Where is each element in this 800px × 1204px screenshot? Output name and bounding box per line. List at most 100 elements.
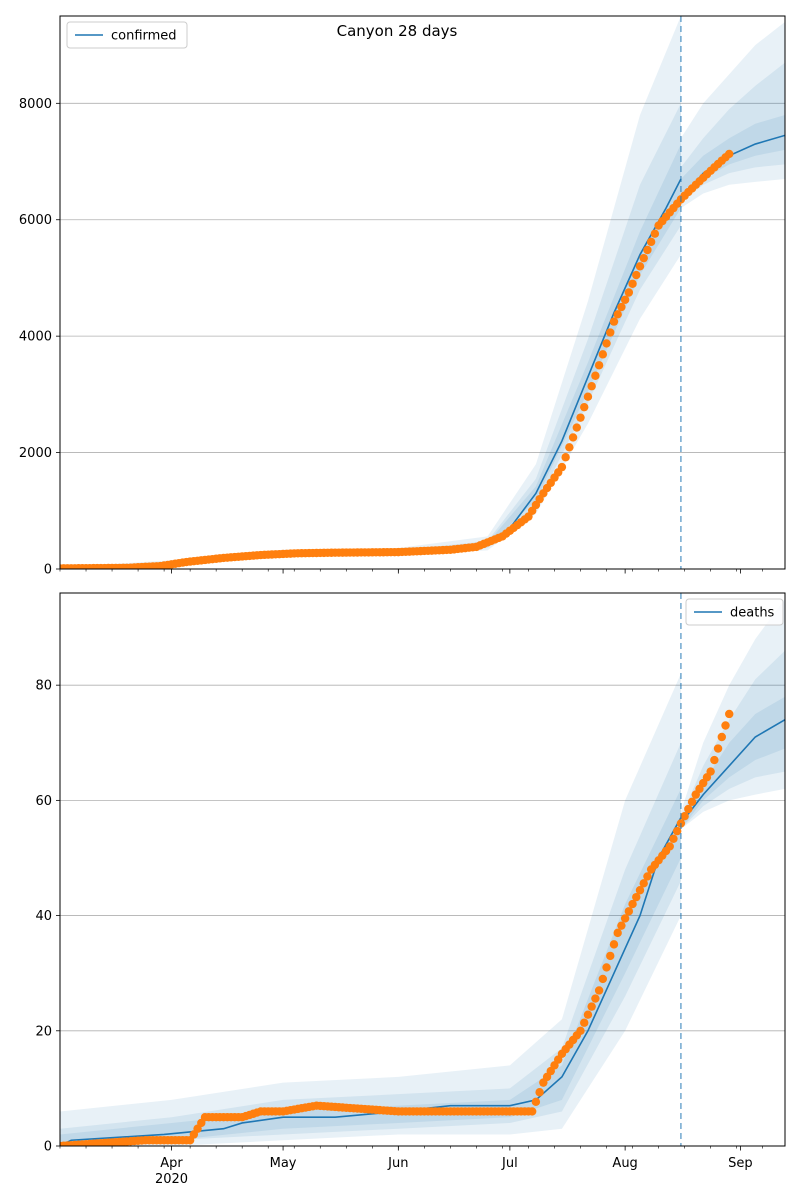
legend-box [685,598,784,626]
y-tick-label: 0 [44,563,52,578]
x-tick-label: Jul [501,1156,518,1171]
axes-frame [59,15,786,570]
legend-label: deaths [730,606,775,621]
y-tick-label: 60 [35,794,52,809]
observed-point [643,245,652,255]
observed-point [587,1002,596,1011]
y-tick-label: 8000 [19,97,52,112]
observed-point [606,328,615,337]
model-line [60,817,682,1146]
observed-point [646,237,656,247]
observed-point [628,899,637,909]
observed-point [580,1018,589,1027]
x-tick-label: Apr [160,1156,183,1171]
observed-point [561,453,570,462]
observed-point [725,709,734,719]
y-tick-label: 80 [35,679,52,694]
observed-point [598,974,608,984]
observed-point [620,295,630,304]
observed-point [598,350,608,359]
observed-point [576,413,585,422]
observed-point [639,879,648,888]
observed-point [632,892,641,902]
observed-point [580,402,589,412]
observed-point [721,721,730,730]
observed-point [587,382,596,391]
x-tick-sublabel: 2020 [155,1172,188,1187]
observed-point [717,732,726,742]
uncertainty-band [680,21,785,209]
uncertainty-band [680,114,785,200]
observed-point [620,914,630,923]
y-tick-label: 2000 [19,446,52,461]
legend-box [66,21,188,49]
observed-point [650,229,660,238]
observed-point [527,1107,537,1116]
observed-point [643,872,652,881]
observed-point [602,963,611,972]
observed-point [617,921,626,930]
observed-point [684,804,693,814]
plot-area [60,598,785,1146]
observed-point [613,928,622,938]
observed-points [60,709,734,1146]
observed-point [635,886,645,895]
y-tick-label: 4000 [19,330,52,345]
observed-point [613,310,622,319]
axes-frame [59,592,786,1147]
observed-point [591,994,600,1003]
observed-point [609,940,619,949]
uncertainty-band [60,16,681,569]
observed-point [687,797,697,807]
y-tick-label: 6000 [19,213,52,228]
observed-point [632,270,641,280]
legend: deaths [685,598,784,626]
observed-point [609,317,619,326]
observed-point [576,1026,585,1035]
observed-point [624,288,634,297]
observed-point [665,842,674,851]
observed-point [583,392,593,401]
observed-point [624,907,634,916]
observed-point [557,462,567,472]
observed-point [713,744,723,753]
observed-point [706,767,715,776]
legend: confirmed [66,21,188,49]
observed-point [710,755,719,765]
x-tick-label: Sep [728,1156,753,1171]
observed-point [669,834,678,843]
observed-point [602,339,611,348]
observed-point [617,302,626,312]
uncertainty-band [680,696,785,830]
model-line [680,719,785,824]
observed-point [606,951,615,961]
observed-point [635,262,645,271]
observed-point [639,253,648,263]
uncertainty-band [680,62,785,203]
observed-points [60,149,734,569]
observed-point [583,1010,593,1019]
observed-point [594,986,604,995]
observed-point [725,149,734,159]
observed-point [565,443,574,452]
observed-point [568,433,578,442]
uncertainty-band [60,673,681,1146]
observed-point [591,371,600,380]
observed-point [594,361,604,370]
observed-point [531,1097,541,1107]
observed-point [628,279,637,288]
chart-title: Canyon 28 days [337,22,458,40]
y-tick-label: 20 [35,1024,52,1039]
legend-label: confirmed [111,29,177,44]
observed-point [680,812,689,821]
observed-point [572,423,581,432]
x-tick-label: Aug [612,1156,637,1171]
y-tick-label: 0 [44,1140,52,1155]
y-tick-label: 40 [35,909,52,924]
observed-point [535,1088,544,1097]
x-tick-label: Jun [387,1156,408,1171]
observed-point [672,826,682,836]
